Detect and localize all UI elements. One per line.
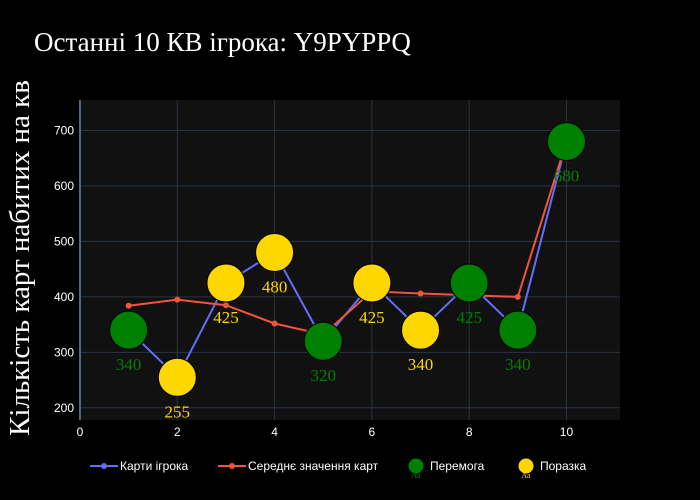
win-data-label: 340 xyxy=(116,355,142,374)
y-tick-label: 600 xyxy=(54,179,74,193)
loss-marker xyxy=(401,310,441,350)
legend-point-2 xyxy=(229,463,235,469)
series-line-2 xyxy=(128,141,568,336)
legend-point-1 xyxy=(101,463,107,469)
x-tick-label: 6 xyxy=(369,425,376,439)
win-data-label: 680 xyxy=(554,167,580,186)
series-2-point xyxy=(125,302,132,309)
x-tick-label: 4 xyxy=(271,425,278,439)
loss-marker xyxy=(206,263,246,303)
loss-marker xyxy=(255,233,295,273)
series-2-point xyxy=(174,296,181,303)
win-marker xyxy=(303,321,343,361)
y-tick-label: 200 xyxy=(54,401,74,415)
win-marker xyxy=(109,310,149,350)
x-tick-label: 8 xyxy=(466,425,473,439)
legend-label: Перемога xyxy=(430,459,485,473)
x-tick-label: 0 xyxy=(77,425,84,439)
legend-label: Середнє значення карт xyxy=(248,459,379,473)
loss-data-label: 425 xyxy=(213,308,239,327)
y-axis-label: Кількість карт набитих на кв xyxy=(4,80,36,436)
win-marker xyxy=(546,122,586,162)
loss-marker xyxy=(157,357,197,397)
x-tick-label: 10 xyxy=(560,425,574,439)
win-marker xyxy=(498,310,538,350)
win-marker xyxy=(449,263,489,303)
loss-marker xyxy=(352,263,392,303)
series-2-point xyxy=(222,302,229,309)
legend-marker-text: Аа xyxy=(521,471,531,480)
legend-label: Карти ігрока xyxy=(120,459,189,473)
loss-data-label: 425 xyxy=(359,308,385,327)
series-2-point xyxy=(514,293,521,300)
y-tick-label: 700 xyxy=(54,124,74,138)
legend-label: Поразка xyxy=(540,459,587,473)
legend-marker-text: Аа xyxy=(411,471,421,480)
win-data-label: 425 xyxy=(456,308,482,327)
y-tick-label: 300 xyxy=(54,345,74,359)
y-tick-label: 400 xyxy=(54,290,74,304)
win-data-label: 340 xyxy=(505,355,531,374)
loss-data-label: 255 xyxy=(165,402,191,421)
legend-marker-2 xyxy=(517,457,535,475)
loss-data-label: 340 xyxy=(408,355,434,374)
loss-data-label: 480 xyxy=(262,278,288,297)
series-2-point xyxy=(271,320,278,327)
x-tick-label: 2 xyxy=(174,425,181,439)
win-data-label: 320 xyxy=(310,366,336,385)
legend-marker-1 xyxy=(407,457,425,475)
series-2-point xyxy=(417,290,424,297)
y-tick-label: 500 xyxy=(54,234,74,248)
chart-title: Останні 10 КВ ігрока: Y9PYPPQ xyxy=(34,27,411,57)
